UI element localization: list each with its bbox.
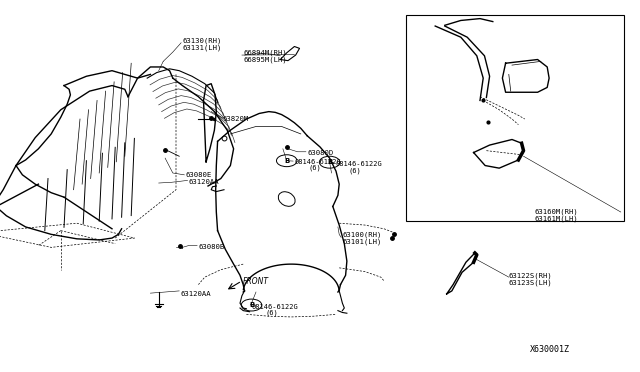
Text: 63080E: 63080E xyxy=(186,172,212,178)
Text: 63120AA: 63120AA xyxy=(180,291,211,297)
Text: B: B xyxy=(327,159,332,165)
Bar xyxy=(406,15,624,221)
Text: 63100(RH): 63100(RH) xyxy=(342,232,382,238)
Text: (6): (6) xyxy=(308,165,321,171)
Text: (6): (6) xyxy=(266,310,278,317)
Text: 63080D: 63080D xyxy=(307,150,333,155)
Text: 63161M(LH): 63161M(LH) xyxy=(534,215,578,222)
Text: 63820M: 63820M xyxy=(223,116,249,122)
Text: X630001Z: X630001Z xyxy=(530,345,570,354)
Text: 63131(LH): 63131(LH) xyxy=(182,44,222,51)
Text: 66894M(RH): 66894M(RH) xyxy=(243,49,287,56)
Text: FRONT: FRONT xyxy=(243,278,269,286)
Text: (6): (6) xyxy=(349,167,362,174)
Text: B: B xyxy=(249,302,254,308)
Text: 08146-6122G: 08146-6122G xyxy=(335,161,382,167)
Text: 63120AA: 63120AA xyxy=(189,179,220,185)
Text: 66895M(LH): 66895M(LH) xyxy=(243,56,287,63)
Text: 63080B: 63080B xyxy=(198,244,225,250)
Text: 63101(LH): 63101(LH) xyxy=(342,238,382,245)
Text: 08146-6122G: 08146-6122G xyxy=(294,159,341,165)
Text: 63122S(RH): 63122S(RH) xyxy=(509,273,552,279)
Text: 63130(RH): 63130(RH) xyxy=(182,38,222,44)
Text: 63123S(LH): 63123S(LH) xyxy=(509,279,552,286)
Text: 63160M(RH): 63160M(RH) xyxy=(534,209,578,215)
Text: 08146-6122G: 08146-6122G xyxy=(252,304,298,310)
Text: B: B xyxy=(284,158,289,164)
